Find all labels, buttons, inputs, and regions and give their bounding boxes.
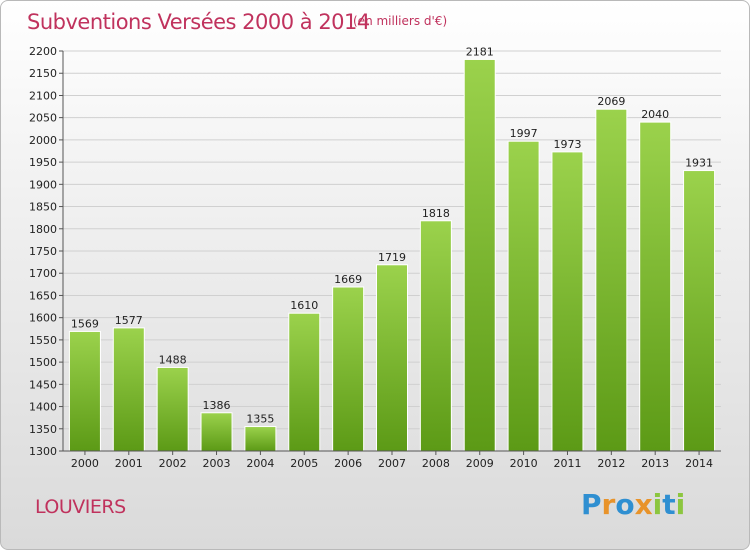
data-label-2012: 2069	[597, 95, 625, 108]
y-tick-label: 2000	[29, 134, 57, 147]
y-tick-label: 1350	[29, 423, 57, 436]
x-tick-label: 2008	[422, 457, 450, 470]
logo-letter: o	[615, 488, 635, 521]
data-labels: 1569 1577 1488 1386 1355 1610 1669 1719 1818 2181…	[71, 45, 713, 425]
y-tick-label: 2200	[29, 45, 57, 58]
data-label-2002: 1488	[159, 353, 187, 366]
bar-2008	[419, 220, 452, 452]
y-tick-label: 1650	[29, 289, 57, 302]
logo-letter: t	[662, 488, 676, 521]
x-tick-label: 2010	[510, 457, 538, 470]
bar-2005	[288, 312, 321, 452]
bar-2002	[156, 366, 189, 452]
logo-letter: r	[601, 488, 616, 521]
bar-2011	[551, 151, 584, 452]
bar-2007	[376, 264, 408, 452]
data-label-2003: 1386	[203, 399, 231, 412]
y-tick-label: 2050	[29, 112, 57, 125]
x-tick-label: 2009	[466, 457, 494, 470]
data-label-2008: 1818	[422, 207, 450, 220]
x-tick-label: 2011	[553, 457, 581, 470]
data-label-2001: 1577	[115, 314, 143, 327]
data-label-2000: 1569	[71, 317, 99, 330]
x-tick-label: 2000	[71, 457, 99, 470]
y-tick-label: 1700	[29, 267, 57, 280]
data-label-2007: 1719	[378, 251, 406, 264]
data-label-2013: 2040	[641, 108, 669, 121]
data-label-2010: 1997	[510, 127, 538, 140]
x-tick-label: 2002	[159, 457, 187, 470]
y-tick-label: 2100	[29, 89, 57, 102]
x-tick-label: 2006	[334, 457, 362, 470]
y-tick-label: 1800	[29, 223, 57, 236]
logo-letter: x	[634, 488, 653, 521]
data-label-2006: 1669	[334, 273, 362, 286]
x-tick-label: 2012	[597, 457, 625, 470]
x-tick-label: 2005	[290, 457, 318, 470]
bar-2003	[200, 412, 233, 452]
bars	[68, 58, 716, 452]
bar-2004	[244, 426, 277, 452]
logo-letter: P	[581, 488, 602, 521]
bar-2013	[639, 121, 672, 452]
data-label-2005: 1610	[290, 299, 318, 312]
y-tick-label: 1900	[29, 178, 57, 191]
y-tick-label: 2150	[29, 67, 57, 80]
y-tick-label: 1950	[29, 156, 57, 169]
unit-note: (en milliers d'€)	[353, 14, 448, 28]
x-tick-label: 2007	[378, 457, 406, 470]
x-tick-label: 2014	[685, 457, 713, 470]
town-name: LOUVIERS	[35, 496, 126, 518]
bar-2006	[332, 286, 365, 452]
y-tick-label: 1400	[29, 401, 57, 414]
axes: 1300 1350 1400 1450 1500 1550 1600 1650 1700 1750…	[29, 45, 721, 470]
y-tick-label: 1750	[29, 245, 57, 258]
x-tick-label: 2013	[641, 457, 669, 470]
logo-letter: i	[652, 488, 663, 521]
logo-letter: i	[675, 488, 686, 521]
y-tick-label: 1500	[29, 356, 57, 369]
x-tick-label: 2003	[203, 457, 231, 470]
bar-2009	[463, 58, 496, 452]
y-tick-label: 1600	[29, 312, 57, 325]
data-label-2004: 1355	[246, 413, 274, 426]
bar-2010	[507, 140, 540, 452]
bar-2000	[68, 330, 101, 452]
y-tick-label: 1550	[29, 334, 57, 347]
data-label-2011: 1973	[553, 138, 581, 151]
chart-title: Subventions Versées 2000 à 2014	[27, 10, 370, 34]
x-tick-label: 2004	[246, 457, 274, 470]
bar-2012	[595, 108, 628, 452]
y-tick-label: 1850	[29, 201, 57, 214]
y-tick-label: 1300	[29, 445, 57, 458]
data-label-2014: 1931	[685, 157, 713, 170]
bar-2014	[683, 170, 716, 452]
bar-2001	[112, 327, 145, 452]
data-label-2009: 2181	[466, 45, 494, 58]
proxiti-logo: Proxiti	[581, 488, 685, 521]
x-tick-label: 2001	[115, 457, 143, 470]
y-tick-label: 1450	[29, 378, 57, 391]
